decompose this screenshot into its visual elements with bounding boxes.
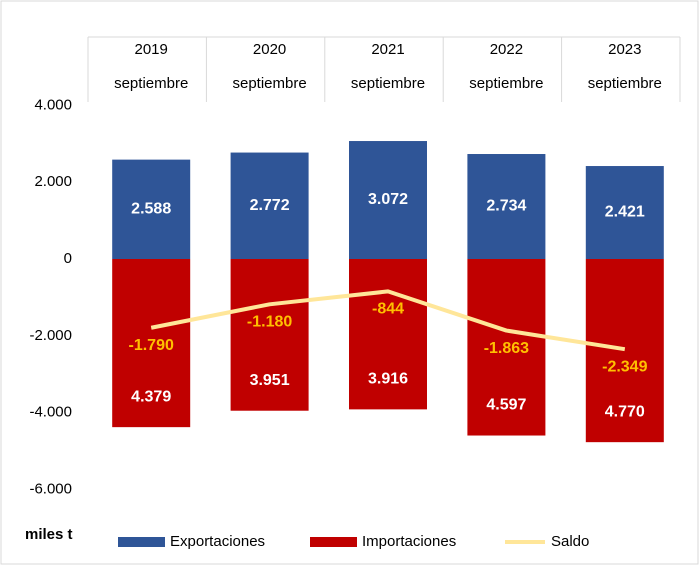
period-label: septiembre	[114, 75, 188, 92]
legend-label: Exportaciones	[170, 533, 265, 550]
value-label: 2.588	[131, 201, 171, 218]
x-tick-label: 2019	[135, 41, 168, 58]
value-label: 3.951	[250, 372, 290, 389]
y-tick-label: 0	[64, 250, 72, 267]
x-tick-label: 2020	[253, 41, 286, 58]
value-label: 2.772	[250, 197, 290, 214]
period-label: septiembre	[469, 75, 543, 92]
legend-swatch	[310, 537, 357, 547]
legend-label: Saldo	[551, 533, 589, 550]
y-tick-label: 2.000	[34, 173, 72, 190]
y-tick-label: -4.000	[29, 404, 72, 421]
bar	[467, 259, 546, 436]
period-label: septiembre	[588, 75, 662, 92]
line	[150, 289, 626, 352]
value-label: -1.790	[129, 337, 174, 354]
bar	[467, 154, 546, 259]
value-label: 3.072	[368, 191, 408, 208]
x-tick-label: 2021	[371, 41, 404, 58]
period-label: septiembre	[351, 75, 425, 92]
period-label: septiembre	[232, 75, 306, 92]
value-label: 4.770	[605, 403, 645, 420]
y-tick-label: -6.000	[29, 480, 72, 497]
bar	[349, 259, 427, 410]
bar	[585, 166, 664, 259]
bar	[112, 159, 191, 259]
value-label: -1.180	[247, 314, 292, 331]
y-tick-label: 4.000	[34, 96, 72, 113]
bar	[349, 141, 427, 259]
legend-label: Importaciones	[362, 533, 456, 550]
value-label: -2.349	[602, 358, 647, 375]
value-label: -844	[372, 301, 404, 318]
value-label: 4.379	[131, 388, 171, 405]
value-label: 3.916	[368, 371, 408, 388]
bar	[112, 259, 191, 428]
bar	[230, 259, 309, 411]
value-label: 2.421	[605, 204, 645, 221]
y-unit: miles t	[25, 526, 73, 543]
bar	[230, 152, 309, 259]
bar	[585, 259, 664, 443]
x-tick-label: 2023	[608, 41, 641, 58]
value-label: 4.597	[486, 397, 526, 414]
y-tick-label: -2.000	[29, 327, 72, 344]
value-label: -1.863	[484, 340, 529, 357]
value-label: 2.734	[486, 198, 526, 215]
legend-swatch	[118, 537, 165, 547]
x-tick-label: 2022	[490, 41, 523, 58]
